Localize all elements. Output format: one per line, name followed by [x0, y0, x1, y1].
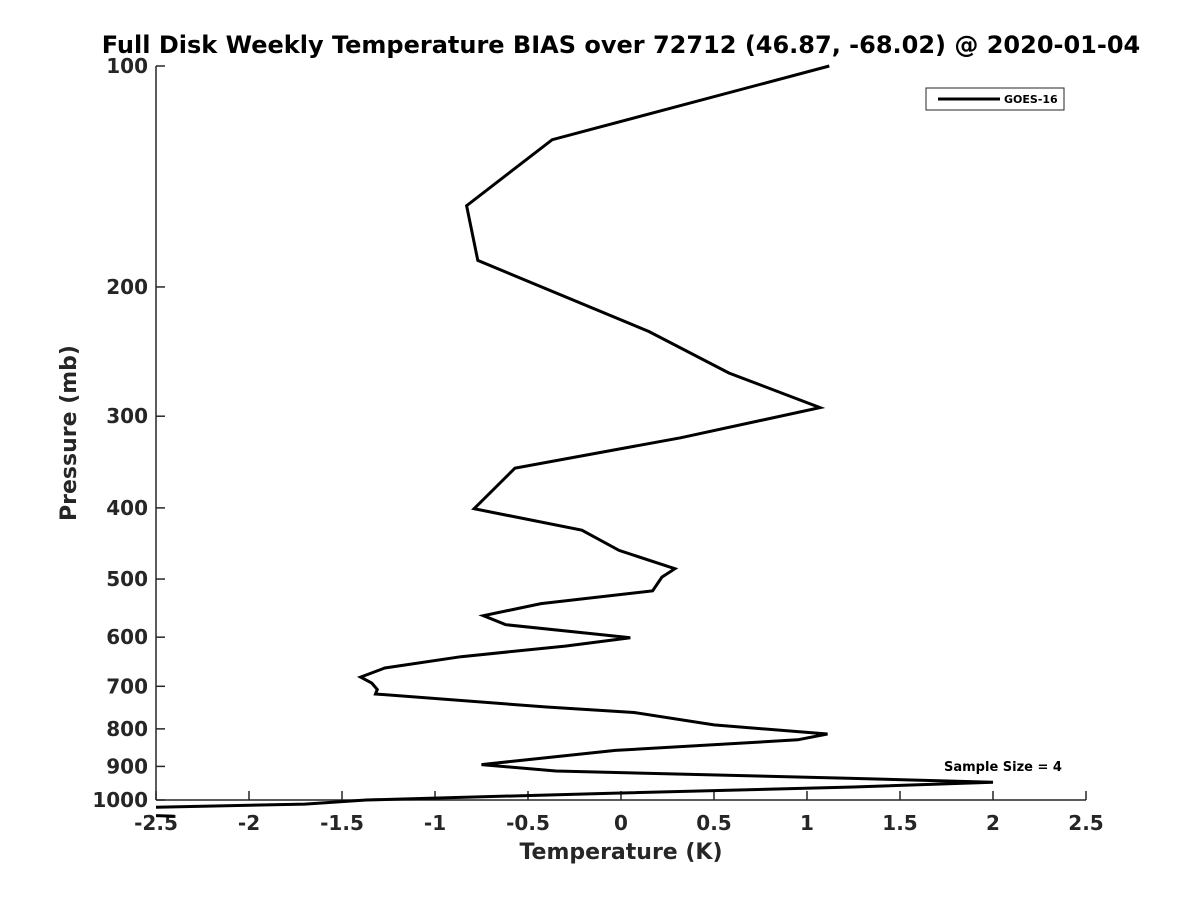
series-line-near-surface-1 [155, 814, 175, 818]
y-tick-label: 100 [106, 54, 148, 78]
sample-size-annotation: Sample Size = 4 [944, 760, 1062, 775]
x-tick-label: 1 [800, 811, 814, 835]
y-tick-label: 700 [106, 674, 148, 698]
x-axis-label: Temperature (K) [519, 840, 722, 865]
y-tick-label: 800 [106, 717, 148, 741]
y-axis-label: Pressure (mb) [57, 345, 82, 521]
y-tick-label: 200 [106, 275, 148, 299]
x-tick-label: 2.5 [1068, 811, 1103, 835]
x-tick-label: 2 [986, 811, 1000, 835]
y-tick-label: 600 [106, 625, 148, 649]
x-tick-label: -1 [424, 811, 446, 835]
chart-title: Full Disk Weekly Temperature BIAS over 7… [102, 31, 1141, 59]
y-tick-label: 1000 [92, 788, 148, 812]
x-tick-label: 1.5 [882, 811, 917, 835]
x-tick-label: -0.5 [506, 811, 550, 835]
legend: GOES-16 [925, 87, 1065, 111]
x-tick-label: 0.5 [696, 811, 731, 835]
x-tick-label: -1.5 [320, 811, 364, 835]
series-line-goes-16 [155, 64, 994, 809]
x-tick-label: -2 [238, 811, 260, 835]
y-ticks: 100 200 300 400 500 600 700 800 900 1000 [92, 54, 165, 812]
series-group [155, 64, 994, 818]
x-tick-label: 0 [614, 811, 628, 835]
legend-label-goes-16: GOES-16 [1004, 93, 1058, 106]
y-tick-label: 400 [106, 496, 148, 520]
x-ticks: -2.5 -2 -1.5 -1 -0.5 0 0.5 1 1.5 2 2.5 [134, 791, 1104, 835]
y-tick-label: 900 [106, 754, 148, 778]
y-tick-label: 500 [106, 567, 148, 591]
y-tick-label: 300 [106, 404, 148, 428]
